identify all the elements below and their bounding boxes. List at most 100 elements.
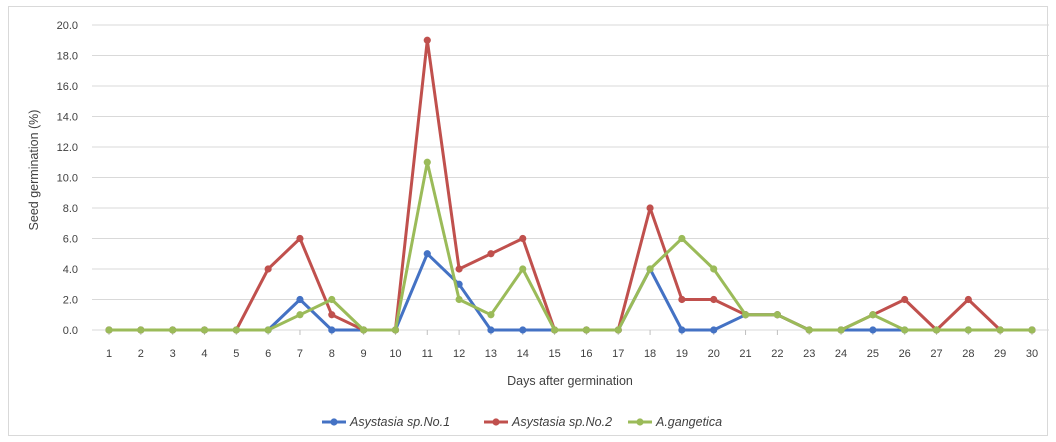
y-tick-label: 18.0 — [57, 51, 78, 63]
y-tick-label: 12.0 — [57, 142, 78, 154]
x-tick-label: 25 — [867, 348, 879, 360]
data-point — [487, 326, 495, 334]
data-point — [169, 326, 177, 334]
x-tick-label: 12 — [453, 348, 465, 360]
data-point — [964, 326, 972, 334]
data-point — [391, 326, 400, 334]
legend: Asystasia sp.No.1 Asystasia sp.No.2 A.gang… — [322, 415, 722, 429]
data-point — [901, 326, 909, 334]
data-point — [519, 234, 527, 243]
x-tick-label: 4 — [201, 348, 207, 360]
series-3 — [105, 158, 1036, 334]
series-line — [109, 252, 1032, 332]
x-tick-label: 26 — [899, 348, 911, 360]
data-point — [328, 311, 336, 319]
x-tick-label: 5 — [233, 348, 239, 360]
series-lines — [105, 36, 1036, 334]
data-point — [678, 326, 686, 334]
legend-marker — [492, 418, 500, 426]
x-tick-label: 21 — [739, 348, 751, 360]
gridlines — [92, 24, 1049, 331]
data-point — [328, 326, 336, 334]
y-tick-label: 20.0 — [57, 20, 78, 32]
x-tick-label: 3 — [170, 348, 176, 360]
data-point — [805, 326, 813, 334]
legend-item: Asystasia sp.No.1 — [322, 415, 450, 429]
data-point — [519, 265, 527, 273]
data-point — [264, 265, 272, 273]
data-point — [296, 234, 304, 243]
data-point — [901, 295, 909, 304]
data-point — [678, 234, 686, 243]
legend-item: Asystasia sp.No.2 — [484, 415, 612, 429]
y-axis-title: Seed germination (%) — [27, 110, 41, 231]
x-tick-label: 20 — [708, 348, 720, 360]
y-tick-label: 10.0 — [57, 173, 78, 185]
legend-label: A.gangetica — [655, 415, 722, 429]
data-point — [487, 311, 495, 319]
x-axis-title: Days after germination — [507, 374, 633, 388]
x-tick-label: 13 — [485, 348, 497, 360]
data-point — [1028, 326, 1036, 334]
legend-label: Asystasia sp.No.2 — [511, 415, 612, 429]
data-point — [710, 326, 718, 334]
series-2 — [105, 36, 1036, 334]
x-tick-label: 29 — [994, 348, 1006, 360]
data-point — [264, 326, 272, 334]
x-tick-label: 1 — [106, 348, 112, 360]
y-axis-ticks: 0.0 2.0 4.0 6.0 8.0 10.0 12.0 14.0 16.0 18.0 20.0 — [57, 20, 78, 337]
data-point — [423, 36, 431, 44]
y-tick-label: 4.0 — [63, 264, 78, 276]
x-tick-label: 24 — [835, 348, 847, 360]
legend-label: Asystasia sp.No.1 — [349, 415, 450, 429]
series-1 — [105, 250, 1036, 334]
data-point — [455, 295, 463, 304]
x-tick-label: 19 — [676, 348, 688, 360]
data-point — [678, 295, 686, 304]
data-point — [296, 311, 304, 319]
data-point — [614, 326, 622, 334]
x-tick-label: 23 — [803, 348, 815, 360]
x-tick-label: 2 — [138, 348, 144, 360]
x-tick-label: 28 — [962, 348, 974, 360]
data-point — [519, 326, 527, 334]
data-point — [360, 326, 368, 334]
x-tick-label: 14 — [517, 348, 529, 360]
legend-marker — [330, 418, 338, 426]
data-point — [105, 326, 113, 334]
x-tick-label: 30 — [1026, 348, 1038, 360]
legend-marker — [636, 418, 644, 426]
data-point — [423, 158, 431, 166]
data-point — [741, 311, 750, 319]
chart-frame — [8, 6, 1048, 436]
data-point — [932, 326, 941, 334]
x-tick-label: 16 — [580, 348, 592, 360]
x-tick-label: 11 — [422, 348, 433, 360]
data-point — [710, 265, 718, 273]
y-tick-label: 16.0 — [57, 81, 78, 93]
x-tick-label: 8 — [329, 348, 335, 360]
data-point — [869, 326, 877, 334]
y-tick-label: 2.0 — [63, 295, 78, 307]
data-point — [646, 265, 654, 273]
data-point — [455, 265, 463, 273]
data-point — [964, 295, 972, 304]
y-tick-label: 6.0 — [63, 234, 78, 246]
data-point — [550, 326, 559, 334]
legend-item: A.gangetica — [628, 415, 722, 429]
x-tick-label: 7 — [297, 348, 303, 360]
data-point — [710, 295, 718, 304]
data-point — [423, 250, 431, 258]
data-point — [232, 326, 240, 334]
data-point — [137, 326, 145, 334]
data-point — [773, 311, 781, 319]
y-tick-label: 14.0 — [57, 112, 78, 124]
data-point — [646, 204, 654, 212]
series-line — [109, 160, 1032, 332]
x-tick-label: 15 — [548, 348, 560, 360]
x-axis-ticks: 1 2 3 4 5 6 7 8 9 10 11 12 13 14 15 16 17 18 19 20 21 22 23 24 2… — [106, 330, 1038, 360]
series-line — [109, 38, 1032, 332]
x-tick-label: 22 — [771, 348, 783, 360]
